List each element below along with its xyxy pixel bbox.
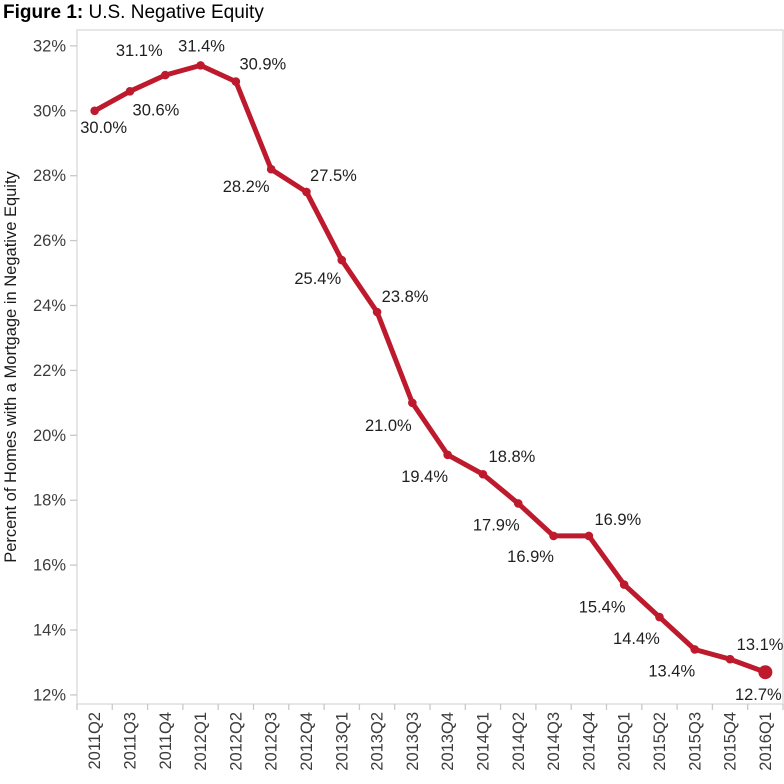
x-axis-tick-label: 2012Q3: [263, 712, 281, 771]
plot-border: [76, 29, 784, 705]
figure-number-label: Figure 1:: [3, 2, 84, 23]
data-point: [372, 307, 382, 317]
x-axis-tick-label: 2015Q2: [651, 712, 669, 771]
y-axis-tick-label: 20%: [33, 427, 66, 445]
y-axis-tick-label: 26%: [33, 232, 66, 250]
data-point-label: 31.1%: [116, 42, 163, 60]
x-axis-tick-label: 2013Q4: [439, 712, 457, 771]
data-point: [513, 499, 523, 508]
data-point-label: 28.2%: [223, 178, 270, 196]
x-axis-tick-label: 2013Q1: [333, 712, 351, 771]
data-point: [725, 654, 735, 664]
data-point-label: 17.9%: [473, 516, 520, 534]
y-axis-tick-label: 18%: [33, 492, 66, 510]
x-axis-tick-label: 2014Q2: [510, 712, 528, 771]
y-axis-title: Percent of Homes with a Mortgage in Nega…: [2, 170, 20, 562]
data-point: [231, 77, 241, 86]
x-axis-tick-label: 2012Q1: [192, 712, 210, 771]
data-point-label: 25.4%: [294, 270, 341, 288]
data-point: [655, 612, 664, 622]
data-point: [337, 255, 347, 265]
x-axis-tick-label: 2012Q4: [298, 712, 316, 771]
trend-line: [92, 62, 768, 675]
x-axis-tick-label: 2015Q4: [722, 712, 740, 771]
data-point: [584, 531, 594, 541]
data-point: [302, 187, 311, 197]
data-point-label: 30.6%: [133, 101, 180, 119]
data-point: [160, 70, 170, 80]
x-axis-tick-label: 2013Q3: [404, 712, 422, 771]
data-point: [549, 531, 558, 541]
x-axis-tick-label: 2014Q1: [474, 712, 492, 771]
data-point: [125, 87, 135, 96]
data-point-label: 16.9%: [507, 548, 554, 566]
data-point-label: 19.4%: [401, 468, 448, 486]
figure-title: Figure 1: U.S. Negative Equity: [3, 2, 264, 24]
y-axis-tick-label: 12%: [33, 686, 66, 704]
figure-name-label: U.S. Negative Equity: [83, 2, 264, 23]
data-point: [478, 469, 488, 479]
data-point: [758, 665, 773, 680]
y-axis-tick-label: 24%: [33, 297, 66, 315]
data-point: [690, 645, 700, 654]
data-point: [196, 61, 205, 70]
data-point-label: 15.4%: [579, 599, 626, 617]
x-axis-tick-label: 2014Q4: [580, 712, 598, 771]
data-point-label: 31.4%: [178, 37, 225, 55]
data-point: [408, 398, 417, 408]
x-axis-tick-label: 2011Q4: [157, 712, 175, 770]
x-axis-tick-label: 2015Q3: [686, 712, 704, 771]
x-axis-tick-label: 2011Q2: [86, 712, 104, 770]
data-point-label: 30.0%: [80, 119, 127, 137]
data-point-label: 18.8%: [489, 448, 536, 466]
y-axis-tick-label: 14%: [33, 622, 66, 640]
x-axis-tick-label: 2015Q1: [616, 712, 634, 771]
y-axis-tick-label: 30%: [33, 102, 66, 120]
data-point-label: 21.0%: [365, 417, 412, 435]
y-axis-tick-label: 32%: [33, 37, 66, 55]
data-point: [266, 164, 276, 174]
x-axis-tick-label: 2016Q1: [757, 712, 775, 771]
x-axis-tick-label: 2012Q2: [227, 712, 245, 771]
y-axis-tick-label: 28%: [33, 167, 66, 185]
data-point-label: 13.4%: [648, 662, 695, 680]
x-axis-tick-label: 2013Q2: [369, 712, 387, 771]
x-axis-tick-label: 2014Q3: [545, 712, 563, 771]
data-point-label: 14.4%: [613, 630, 660, 648]
data-point-label: 13.1%: [737, 636, 784, 654]
data-point: [443, 450, 452, 460]
data-point: [619, 580, 629, 589]
data-point-label: 16.9%: [594, 511, 641, 529]
data-point-label: 27.5%: [310, 167, 357, 185]
y-axis-tick-label: 22%: [33, 362, 66, 380]
y-axis-tick-label: 16%: [33, 557, 66, 575]
x-axis-tick-label: 2011Q3: [121, 712, 139, 770]
data-point: [90, 106, 99, 116]
data-point-label: 30.9%: [239, 56, 286, 74]
data-point-label: 12.7%: [735, 686, 782, 704]
data-point-label: 23.8%: [382, 288, 429, 306]
